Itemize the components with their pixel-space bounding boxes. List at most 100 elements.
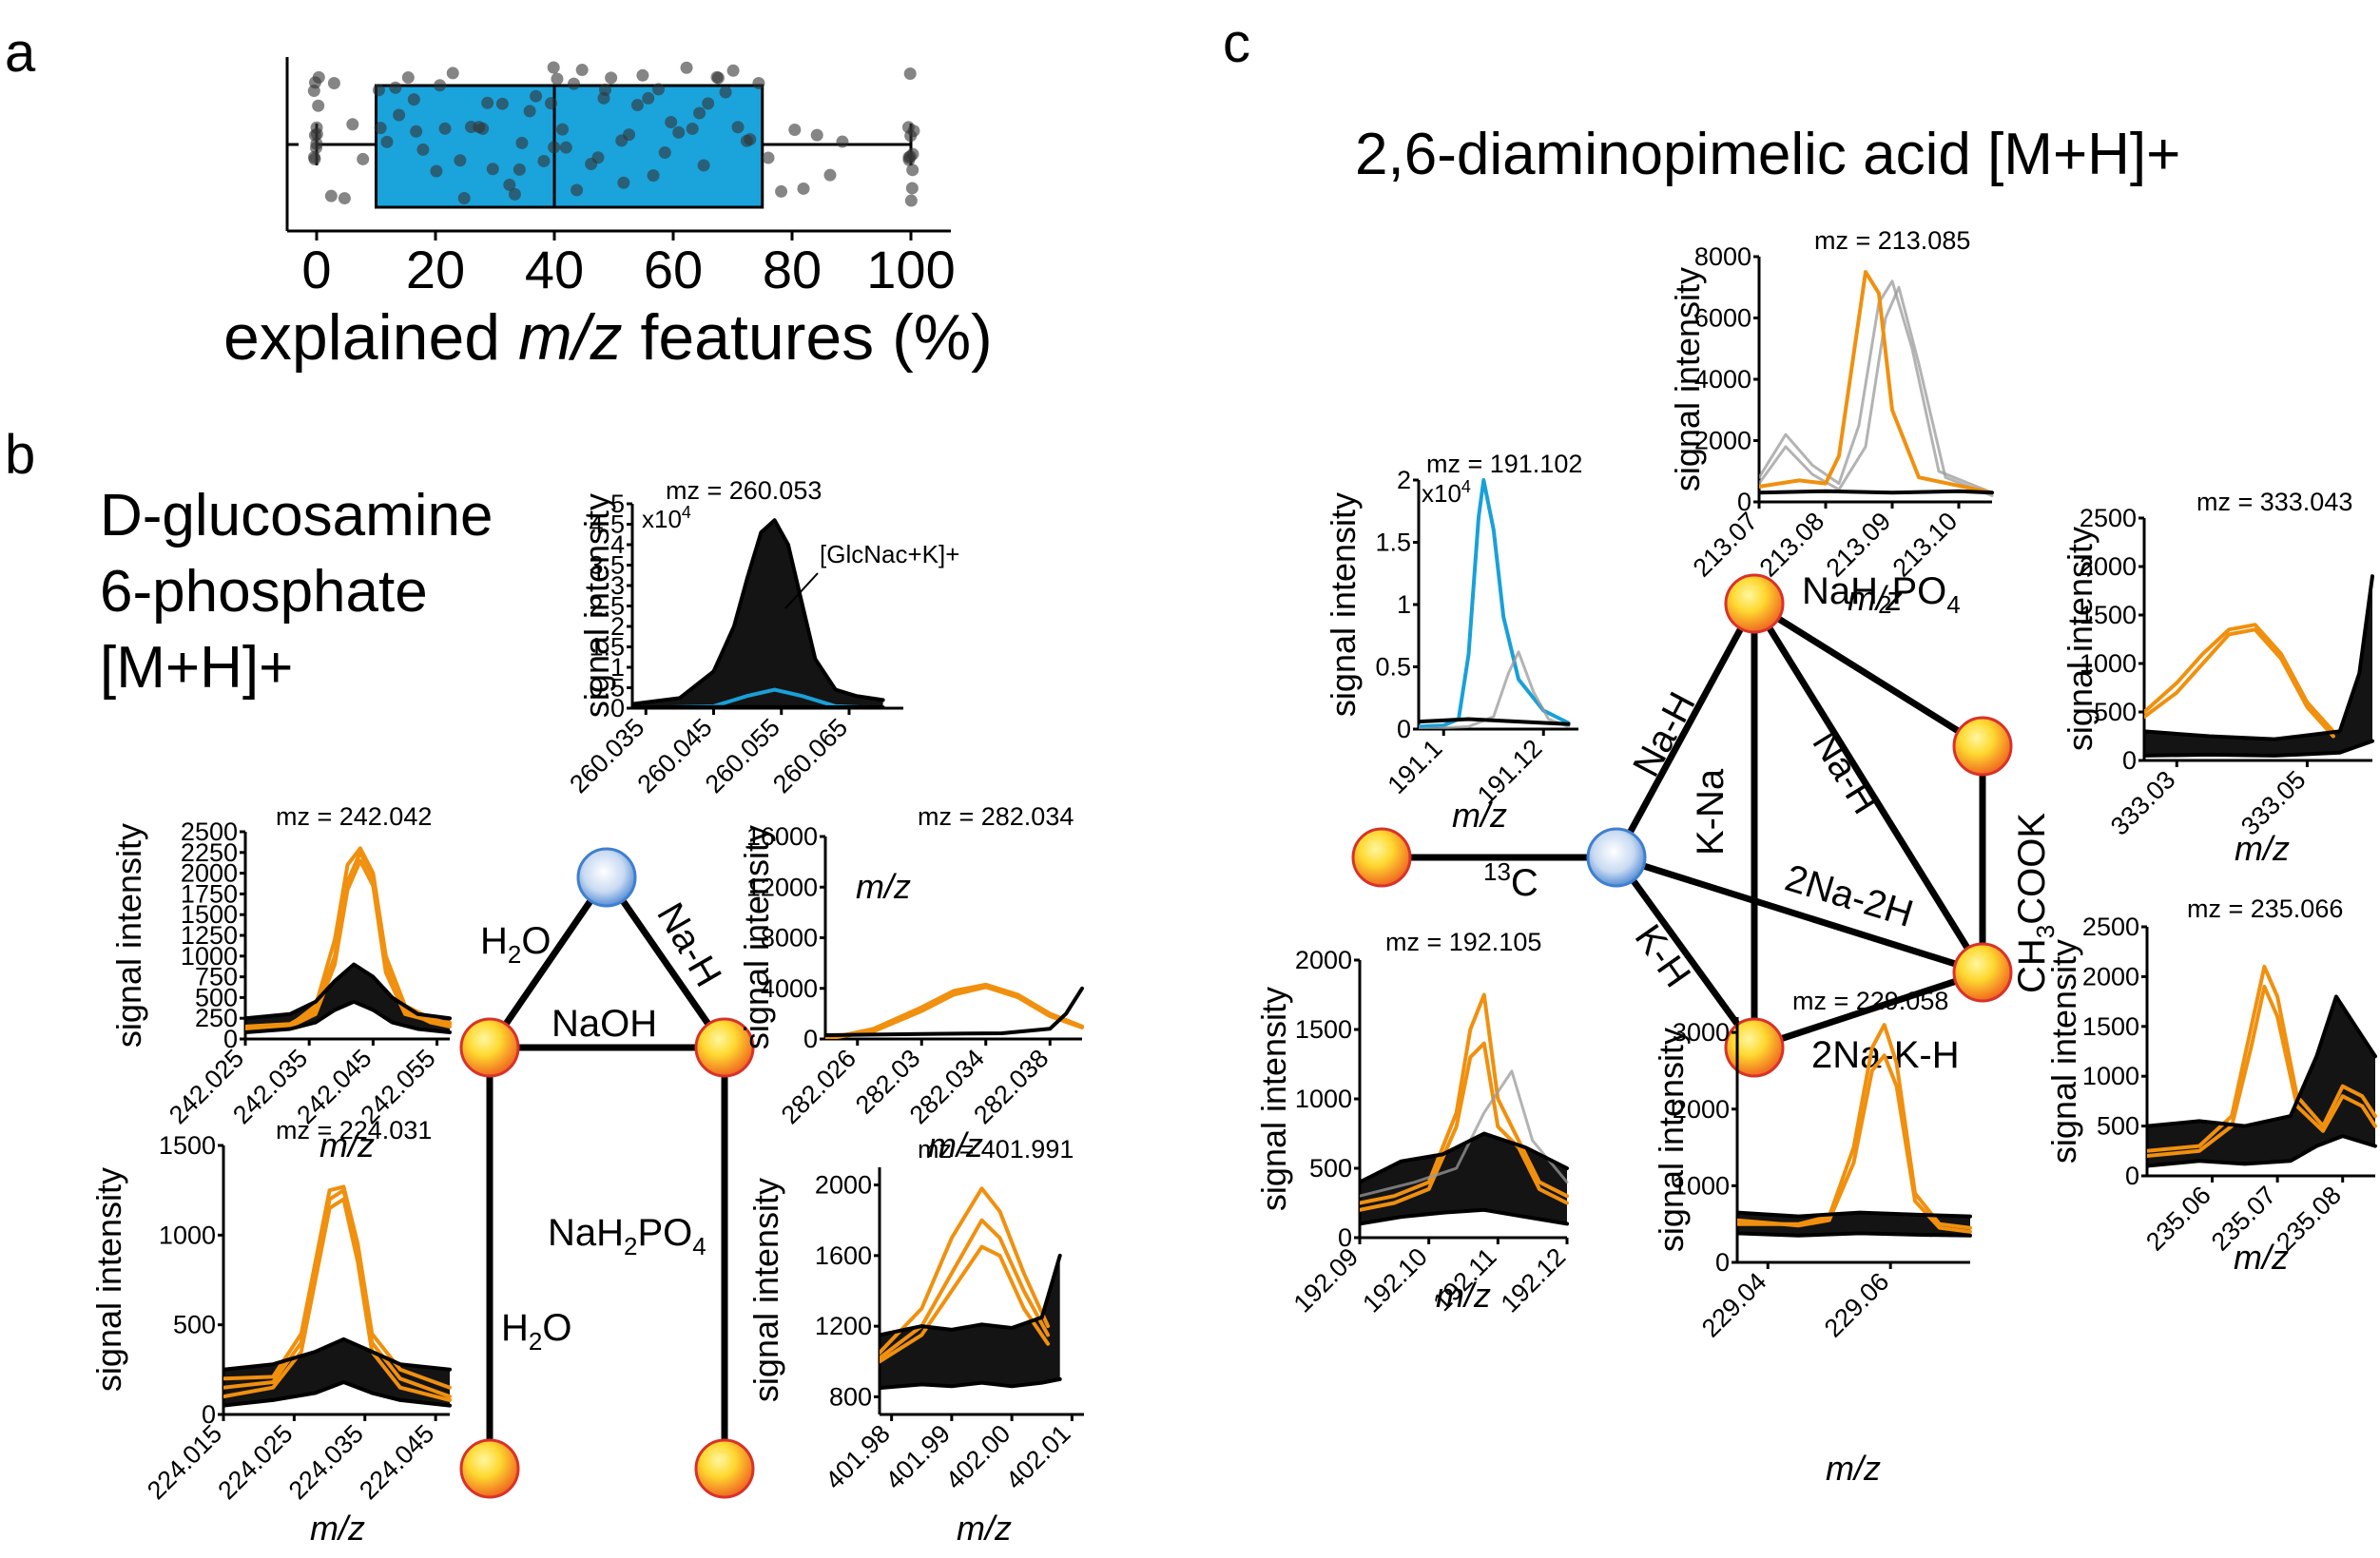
- chart-ytick-label: 2000: [2080, 552, 2137, 581]
- chart-series-line: [223, 1188, 452, 1399]
- node-c-center-blue[interactable]: [1586, 827, 1647, 888]
- node-c-bottom[interactable]: [1724, 1017, 1785, 1078]
- chart-mz-label: mz = 401.991: [918, 1135, 1074, 1164]
- chart-ytick-label: 2.5: [589, 592, 625, 621]
- panel-a-point: [836, 135, 849, 148]
- edge-c-2na2h: [1615, 854, 1984, 976]
- chart-ytick-label: 2000: [1295, 946, 1352, 974]
- node-c-right-top[interactable]: [1952, 716, 2013, 777]
- panel-a-xlabel-mz: m/z: [518, 301, 623, 374]
- chart-noise-band: [1737, 1212, 1970, 1236]
- panel-label-b: b: [5, 424, 35, 486]
- edge-c-nah-2: [1751, 602, 1985, 974]
- panel-a-point: [551, 72, 564, 86]
- panel-a-point: [481, 96, 494, 109]
- chart-ytick-label: 1000: [2082, 1062, 2139, 1090]
- chart-b-282: 0400080001200016000282.026282.03282.0342…: [737, 802, 1084, 1164]
- edge-label-b-h2o-2: H2O: [501, 1307, 571, 1356]
- chart-ytick-label: 0: [1338, 1223, 1352, 1252]
- chart-ytick-label: 1250: [181, 921, 238, 950]
- chart-ytick-label: 750: [195, 963, 238, 991]
- panel-a-point: [548, 141, 561, 154]
- chart-xtick-label: 224.035: [283, 1419, 369, 1505]
- node-b-top-blue[interactable]: [576, 847, 637, 908]
- node-b-bottom-right[interactable]: [694, 1438, 755, 1499]
- chart-ytick-label: 2500: [2082, 913, 2139, 941]
- chart-noise-band: [2144, 576, 2372, 756]
- chart-ytick-label: 4000: [761, 974, 818, 1003]
- chart-series-line: [1759, 285, 1994, 497]
- node-c-left[interactable]: [1351, 827, 1412, 888]
- chart-series-line: [1360, 1207, 1569, 1226]
- node-c-top[interactable]: [1724, 573, 1785, 634]
- panel-a-point: [571, 183, 584, 197]
- chart-ytick-label: 2: [1397, 466, 1411, 494]
- panel-a-point: [598, 83, 611, 96]
- chart-noise-band: [245, 964, 450, 1032]
- chart-mz-label: mz = 224.031: [276, 1116, 432, 1144]
- edge-label-c-nah-2: Na-H: [1804, 723, 1887, 820]
- edge-label-c-kna: K-Na: [1690, 768, 1732, 856]
- node-b-bottom-left[interactable]: [459, 1438, 520, 1499]
- chart-noise-band: [1360, 1133, 1567, 1224]
- panel-a-point: [357, 152, 370, 165]
- panel-a-point: [446, 67, 459, 80]
- chart-xtick-label: 402.01: [1000, 1419, 1076, 1495]
- edge-label-c-kh: K-H: [1627, 917, 1699, 995]
- panel-a-point: [380, 135, 394, 148]
- chart-series-line: [2147, 994, 2377, 1128]
- chart-mz-label: mz = 242.042: [276, 802, 432, 831]
- chart-ytick-label: 6000: [1694, 304, 1751, 333]
- chart-series-line: [880, 1253, 1062, 1337]
- chart-ytick-label: 5: [610, 490, 625, 518]
- node-c-right-bottom[interactable]: [1952, 942, 2013, 1003]
- chart-series-line: [1737, 1023, 1972, 1230]
- chart-ytick-label: 1200: [815, 1312, 872, 1340]
- panel-a-point: [711, 71, 725, 85]
- node-b-mid-left[interactable]: [459, 1017, 520, 1078]
- panel-a-xtick-label: 40: [525, 240, 584, 299]
- panel-a-point: [905, 182, 919, 195]
- chart-xlabel: m/z: [1436, 1276, 1491, 1315]
- chart-xtick-label: 402.00: [940, 1419, 1016, 1495]
- chart-xlabel: m/z: [2234, 1238, 2289, 1277]
- chart-xtick-label: 229.06: [1819, 1267, 1895, 1343]
- chart-series-line: [245, 962, 452, 1021]
- chart-series-line: [880, 1376, 1062, 1391]
- chart-xlabel: m/z: [928, 1125, 983, 1164]
- chart-multiplier: x104: [1422, 477, 1471, 508]
- chart-c-235: 05001000150020002500235.06235.07235.08mz…: [2044, 894, 2377, 1277]
- panel-b-title-line1: D-glucosamine: [100, 483, 493, 548]
- chart-ytick-label: 2000: [815, 1171, 872, 1200]
- panel-b-network: H2O Na-H NaOH NaH2PO4 H2O: [459, 847, 755, 1499]
- panel-a-point: [410, 125, 423, 138]
- panel-a-point: [547, 61, 560, 74]
- chart-series-line: [1759, 279, 1994, 494]
- panel-a-point: [630, 99, 644, 112]
- node-b-mid-right[interactable]: [694, 1017, 755, 1078]
- panel-a-point: [672, 125, 686, 139]
- panel-a-point: [823, 168, 837, 182]
- panel-a-point: [686, 122, 699, 135]
- panel-a-point: [537, 154, 551, 167]
- chart-ytick-label: 4.5: [589, 510, 625, 539]
- panel-a-point: [907, 125, 920, 138]
- chart-ytick-label: 8000: [1694, 242, 1751, 271]
- chart-mz-label: mz = 333.043: [2196, 488, 2352, 516]
- panel-a-point: [642, 91, 655, 105]
- chart-ytick-label: 1: [610, 653, 625, 682]
- chart-xtick-label: 224.015: [142, 1419, 227, 1505]
- chart-b-242: 0250500750100012501500175020002250250024…: [109, 802, 452, 1164]
- chart-ytick-label: 1000: [1673, 1171, 1730, 1200]
- panel-a-point: [454, 154, 467, 167]
- edge-c-nah2po4: [1752, 601, 1984, 749]
- chart-ytick-label: 3: [610, 571, 625, 600]
- chart-ytick-label: 3000: [1673, 1018, 1730, 1047]
- chart-series-group: [245, 846, 452, 1034]
- chart-mz-label: mz = 282.034: [918, 802, 1074, 831]
- chart-series-group: [1737, 1023, 1972, 1238]
- chart-series-group: [1419, 478, 1571, 729]
- chart-ytick-label: 1.5: [589, 633, 625, 662]
- chart-series-line: [632, 518, 885, 706]
- edge-b-top-left: [487, 875, 610, 1049]
